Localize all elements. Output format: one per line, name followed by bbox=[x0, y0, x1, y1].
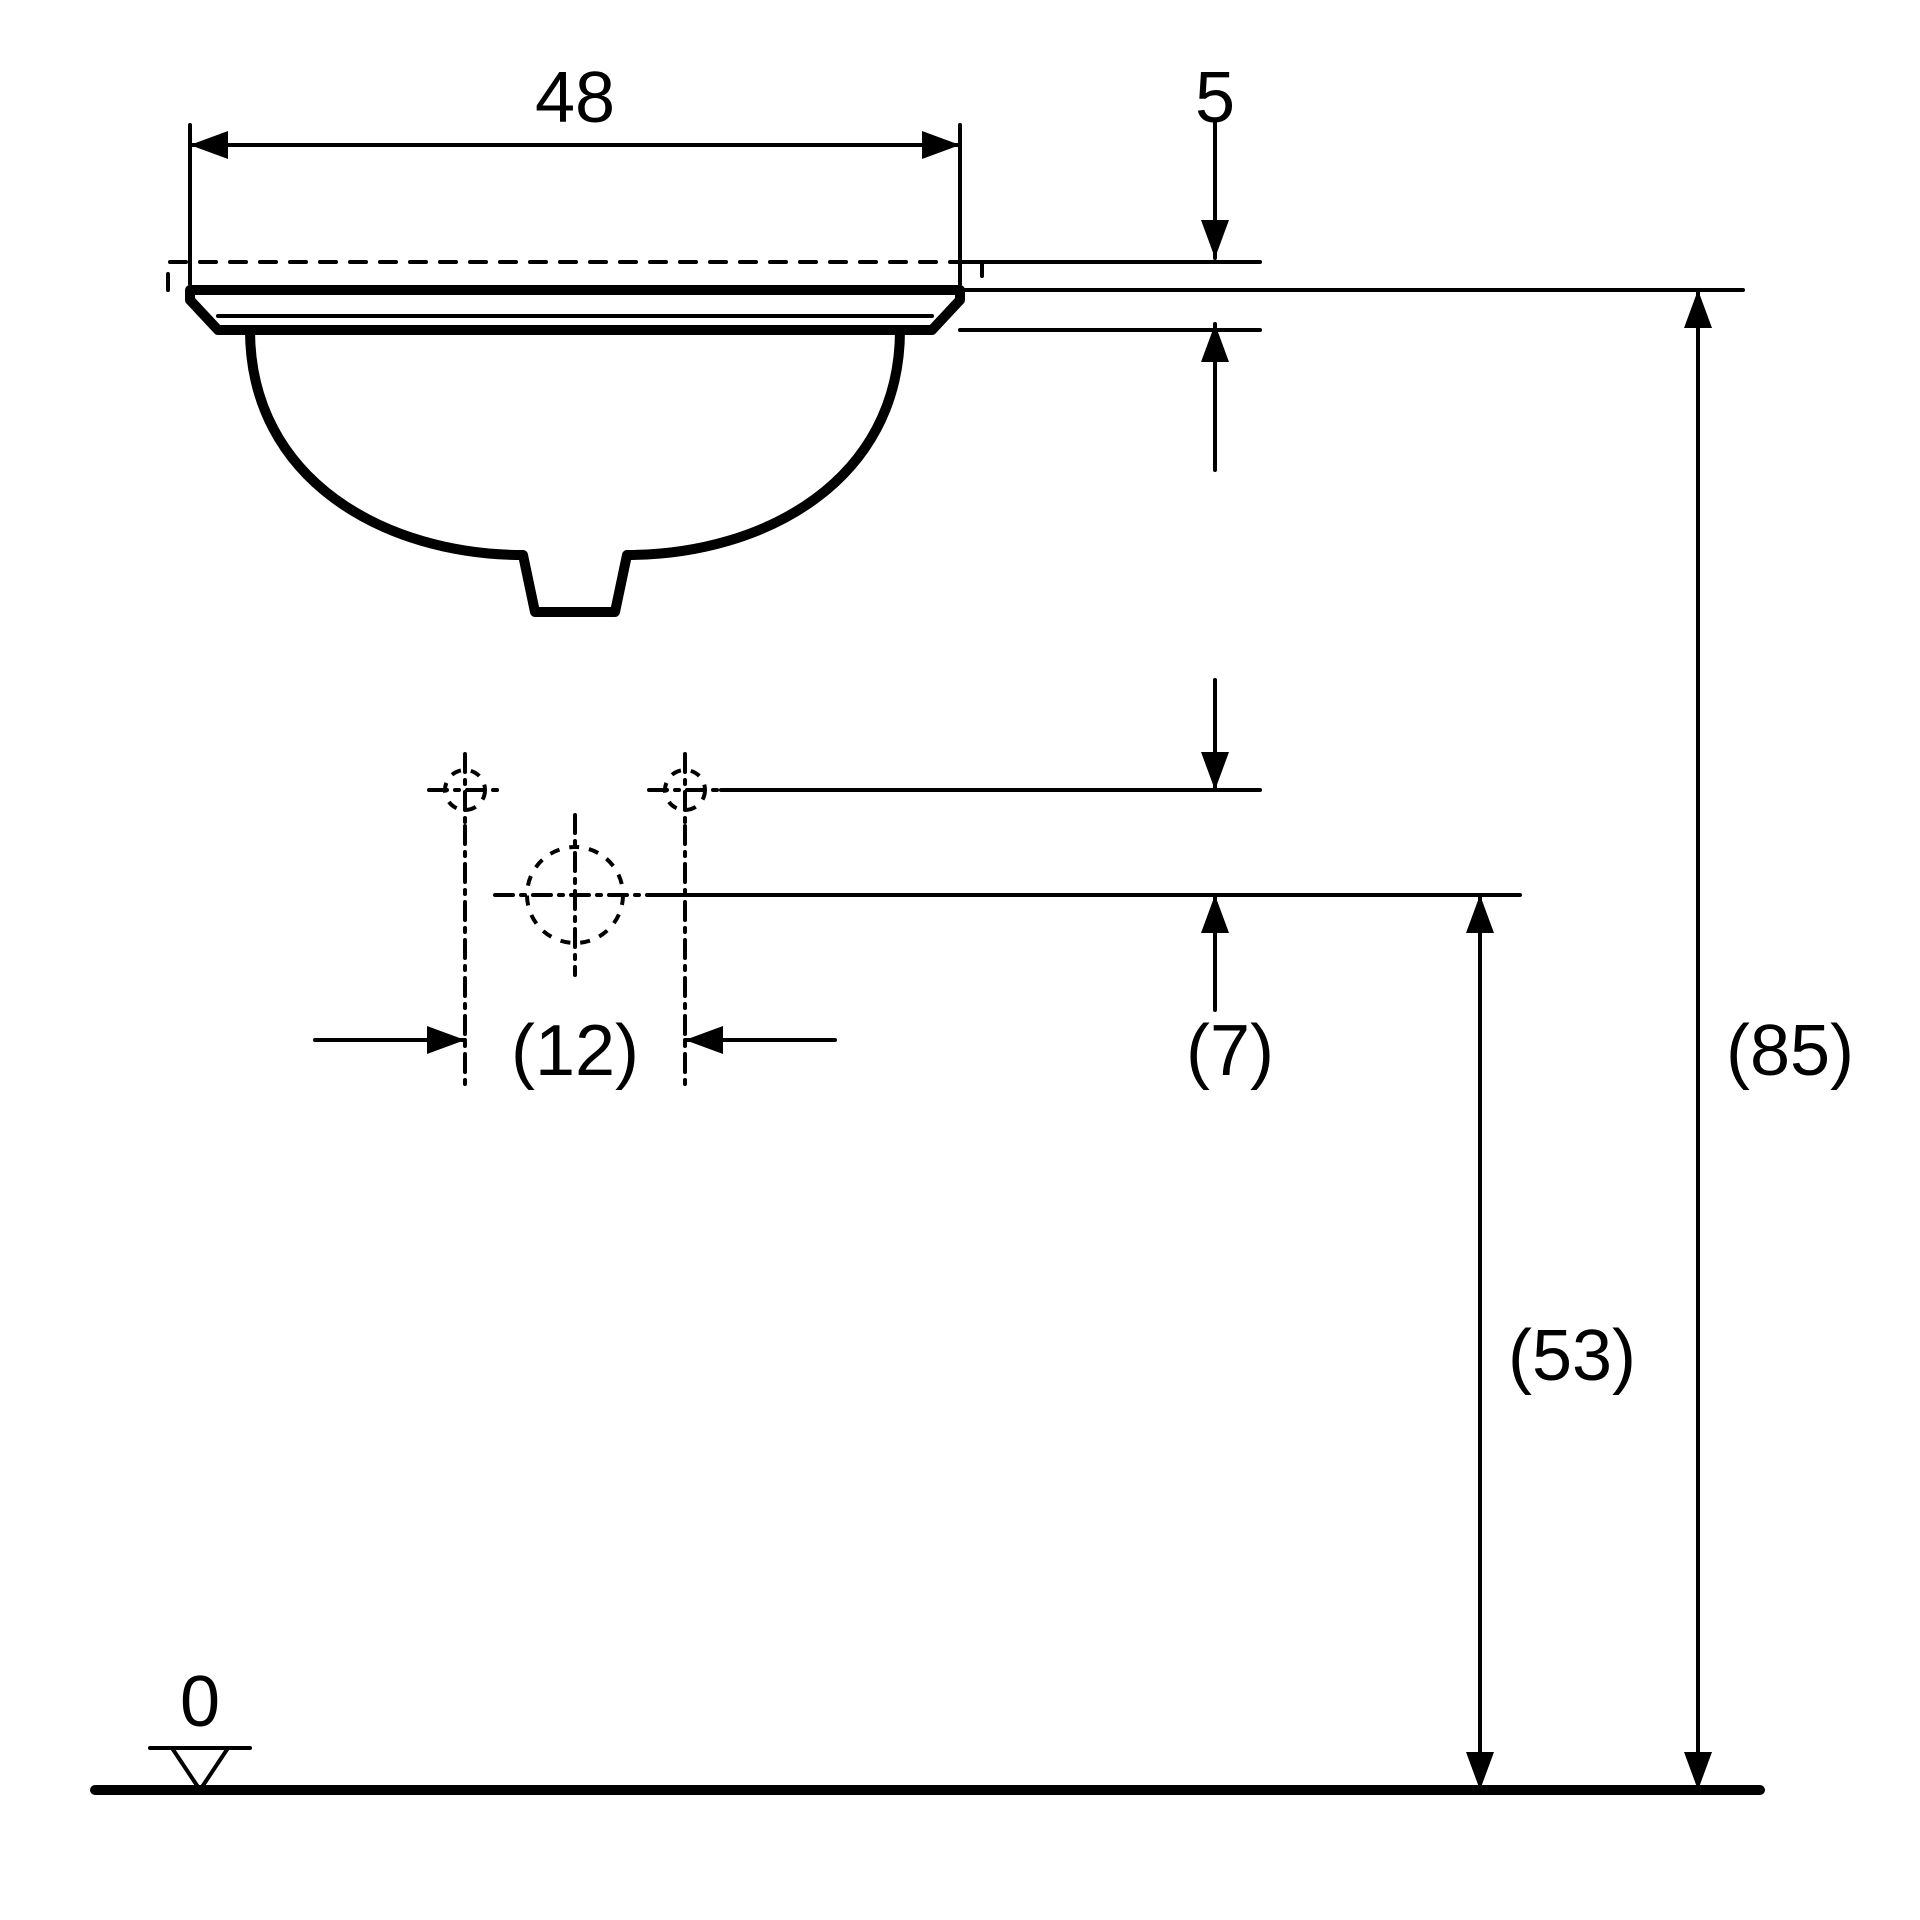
dimension-label: (12) bbox=[511, 1011, 639, 1091]
dimension-label: 5 bbox=[1195, 58, 1235, 138]
dimension-label: (53) bbox=[1508, 1316, 1636, 1396]
technical-drawing: { "drawing": { "type": "engineering-dime… bbox=[0, 0, 1920, 1920]
dimension-label: (7) bbox=[1186, 1011, 1274, 1091]
dimension-label: 48 bbox=[535, 58, 615, 138]
dimension-label: 0 bbox=[180, 1662, 220, 1742]
dimension-label: (85) bbox=[1726, 1011, 1854, 1091]
drawing-svg: 0 48 5 (85) (53) (7) (12) bbox=[0, 0, 1920, 1920]
